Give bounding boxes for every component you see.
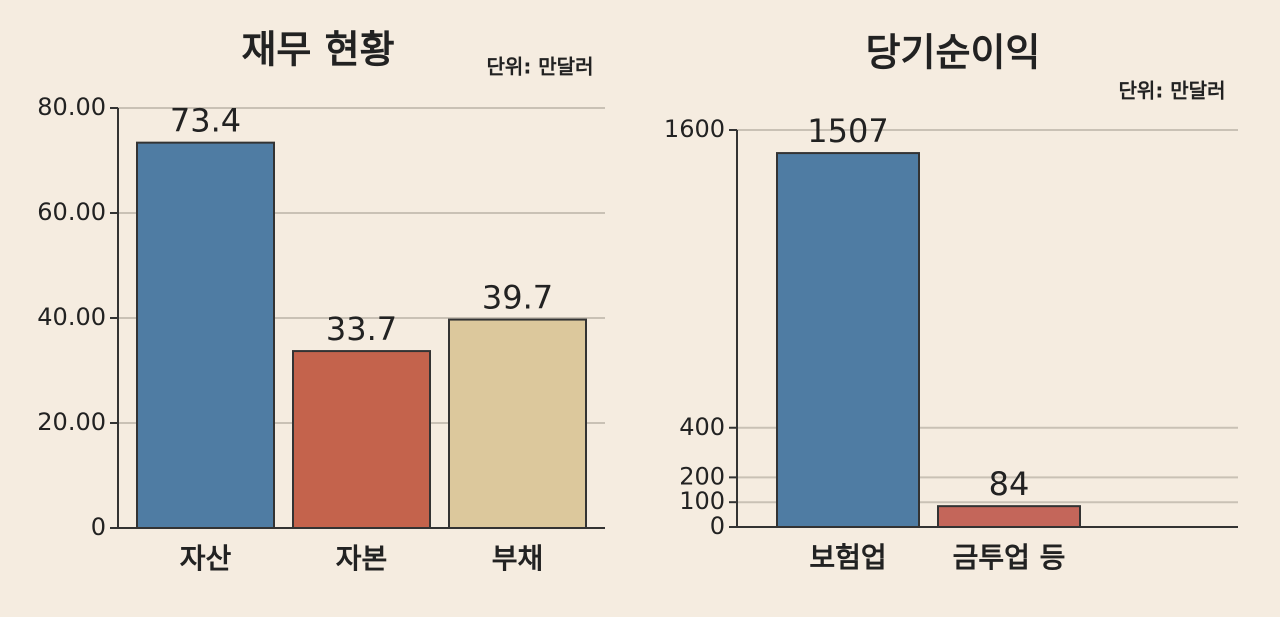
y-tick-label: 80.00 bbox=[37, 93, 106, 121]
x-tick-label: 보험업 bbox=[809, 541, 886, 574]
y-tick-label: 200 bbox=[679, 462, 725, 490]
bar bbox=[937, 505, 1081, 529]
y-tick-label: 20.00 bbox=[37, 408, 106, 436]
y-tick-label: 400 bbox=[679, 413, 725, 441]
bar bbox=[776, 152, 920, 528]
x-tick-label: 자산 bbox=[180, 542, 232, 575]
y-tick-label: 0 bbox=[710, 512, 725, 540]
value-label: 84 bbox=[989, 465, 1030, 503]
bar bbox=[292, 350, 431, 530]
value-label: 39.7 bbox=[482, 279, 553, 317]
value-label: 1507 bbox=[807, 112, 888, 150]
x-tick-label: 부채 bbox=[492, 542, 544, 575]
y-tick-label: 1600 bbox=[664, 115, 725, 143]
unit-label: 단위: 만달러 bbox=[1119, 79, 1226, 103]
x-tick-label: 금투업 등 bbox=[953, 541, 1066, 574]
bar bbox=[448, 318, 587, 530]
y-tick-label: 100 bbox=[679, 487, 725, 515]
unit-label: 단위: 만달러 bbox=[487, 55, 594, 79]
y-tick-label: 60.00 bbox=[37, 198, 106, 226]
y-tick-label: 0 bbox=[91, 513, 106, 541]
value-label: 33.7 bbox=[326, 310, 397, 348]
value-label: 73.4 bbox=[170, 102, 241, 140]
chart-title: 재무 현황 bbox=[241, 28, 394, 72]
y-tick-label: 40.00 bbox=[37, 303, 106, 331]
chart-title: 당기순이익 bbox=[866, 31, 1041, 75]
x-tick-label: 자본 bbox=[336, 542, 388, 575]
bar bbox=[136, 141, 275, 529]
